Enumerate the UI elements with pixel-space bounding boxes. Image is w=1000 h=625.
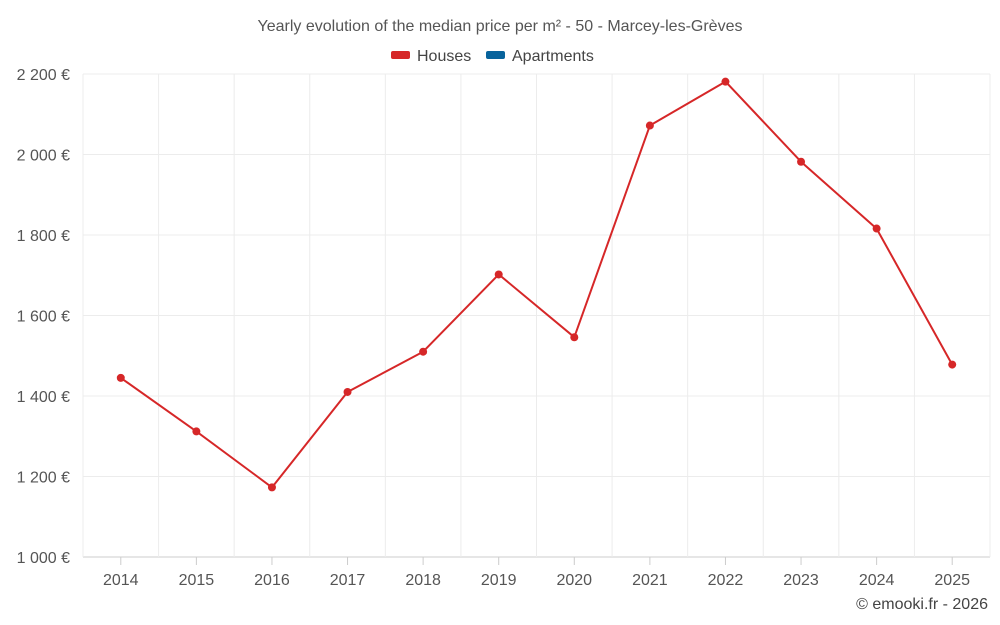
y-axis: 1 000 € 1 200 € 1 400 € 1 600 € 1 800 € 2 000… <box>17 67 70 567</box>
x-tick-label: 2021 <box>632 572 668 589</box>
data-point-houses[interactable] <box>419 347 428 356</box>
legend: Houses Apartments <box>391 48 594 65</box>
data-point-houses[interactable] <box>570 333 579 342</box>
x-tick-label: 2019 <box>481 572 517 589</box>
y-tick-label: 2 000 € <box>17 148 70 165</box>
x-tick-label: 2020 <box>556 572 592 589</box>
data-point-houses[interactable] <box>948 360 957 369</box>
legend-item-houses[interactable]: Houses <box>391 48 471 65</box>
legend-swatch-apartments <box>486 51 505 59</box>
legend-label-apartments: Apartments <box>512 48 594 65</box>
credit-text: © emooki.fr - 2026 <box>856 596 988 613</box>
x-axis: 2014 2015 2016 2017 2018 2019 2020 2021 2022 2023… <box>103 557 970 589</box>
gridlines <box>82 73 991 558</box>
legend-swatch-houses <box>391 51 410 59</box>
data-point-houses[interactable] <box>267 483 276 492</box>
y-tick-label: 1 000 € <box>17 550 70 567</box>
data-point-houses[interactable] <box>721 77 730 86</box>
data-point-houses[interactable] <box>116 373 125 382</box>
data-point-houses[interactable] <box>797 157 806 166</box>
y-tick-label: 1 600 € <box>17 309 70 326</box>
x-tick-label: 2015 <box>179 572 215 589</box>
data-point-houses[interactable] <box>872 224 881 233</box>
data-point-houses[interactable] <box>192 427 201 436</box>
x-tick-label: 2023 <box>783 572 819 589</box>
series-layer <box>116 77 957 492</box>
x-tick-label: 2024 <box>859 572 895 589</box>
legend-item-apartments[interactable]: Apartments <box>486 48 594 65</box>
y-tick-label: 1 400 € <box>17 389 70 406</box>
data-point-houses[interactable] <box>494 270 503 279</box>
y-tick-label: 2 200 € <box>17 67 70 84</box>
x-tick-label: 2014 <box>103 572 139 589</box>
y-tick-label: 1 800 € <box>17 228 70 245</box>
legend-label-houses: Houses <box>417 48 471 65</box>
x-tick-label: 2017 <box>330 572 366 589</box>
x-tick-label: 2022 <box>708 572 744 589</box>
series-line-houses <box>120 80 954 489</box>
x-tick-label: 2016 <box>254 572 290 589</box>
x-tick-label: 2025 <box>934 572 970 589</box>
x-tick-label: 2018 <box>405 572 441 589</box>
y-tick-label: 1 200 € <box>17 470 70 487</box>
chart-title: Yearly evolution of the median price per… <box>258 18 743 35</box>
data-point-houses[interactable] <box>645 121 654 130</box>
data-point-houses[interactable] <box>343 387 352 396</box>
